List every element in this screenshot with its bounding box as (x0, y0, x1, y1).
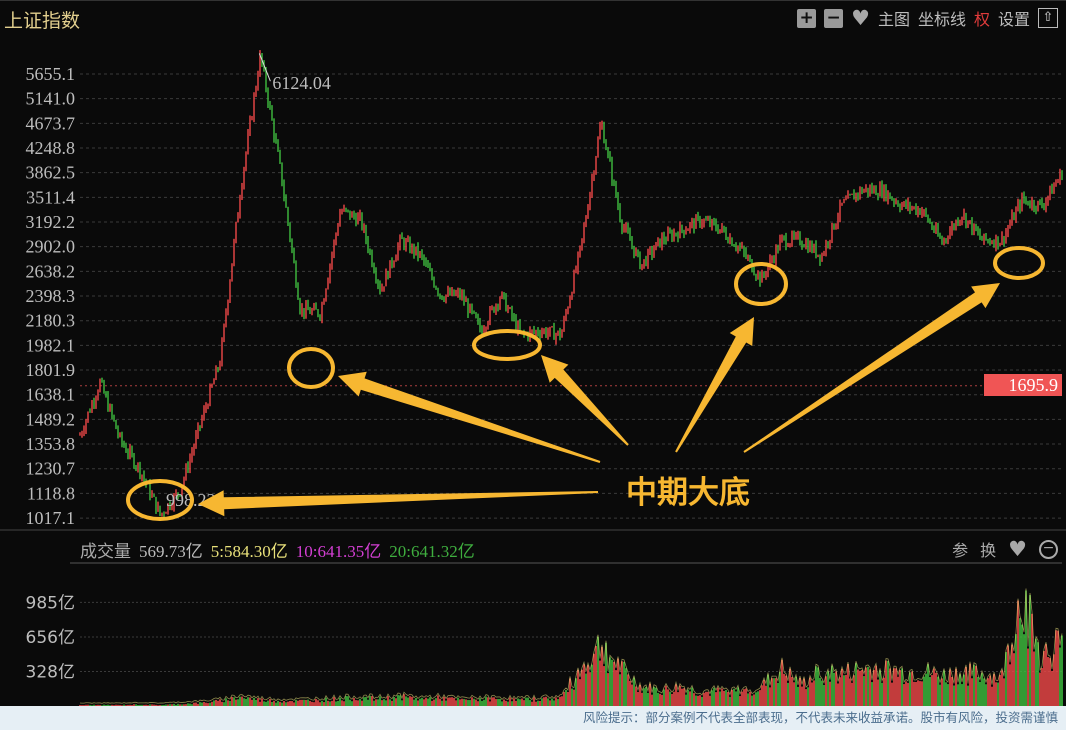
rights-button[interactable]: 权 (973, 10, 990, 29)
high-value-label: 6124.04 (272, 73, 331, 93)
top-border (0, 0, 1066, 1)
price-tick-label: 2902.0 (26, 237, 76, 257)
price-volume-chart[interactable]: 5655.1 5141.0 4673.7 4248.8 3862.5 3511.4 3192… (0, 0, 1066, 706)
price-tick-label: 2398.3 (26, 286, 76, 306)
ref-button[interactable]: 参 (952, 541, 969, 560)
price-tick-label: 1982.1 (26, 335, 76, 355)
axis-line-button[interactable]: 坐标线 (917, 10, 966, 29)
annotation-circle (993, 246, 1045, 280)
price-tick-label: 1638.1 (26, 385, 76, 405)
volume-ma-line (79, 588, 1063, 704)
switch-button[interactable]: 换 (980, 541, 997, 560)
volume-ma10: 10:641.35亿 (295, 542, 382, 561)
annotation-arrow (675, 317, 754, 453)
price-tick-label: 1017.1 (26, 508, 76, 528)
annotation-arrow (198, 490, 599, 517)
price-tick-label: 3862.5 (26, 163, 76, 183)
heart-icon[interactable]: ♥ (1008, 536, 1027, 561)
plus-square-icon[interactable]: + (797, 8, 817, 28)
volume-ma20: 20:641.32亿 (389, 542, 475, 561)
risk-disclaimer: 风险提示：部分案例不代表全部表现，不代表未来收益承诺。股市有风险，投资需谨慎 (0, 706, 1066, 730)
price-tick-label: 2180.3 (26, 311, 76, 331)
price-tick-label: 5141.0 (26, 89, 76, 109)
annotation-circle (287, 347, 335, 389)
annotation-circle (472, 329, 542, 361)
annotation-circle (734, 262, 788, 306)
price-tick-label: 2638.2 (26, 261, 76, 281)
zoom-out-icon[interactable]: − (1039, 539, 1058, 559)
price-tick-label: 3192.2 (26, 212, 76, 232)
volume-current: 569.73亿 (139, 542, 203, 561)
volume-toolbar: 参 换 ♥ − (952, 537, 1058, 561)
volume-tick-label: 328亿 (26, 663, 75, 683)
annotation-circle (126, 479, 194, 521)
annotation-arrow (541, 355, 629, 446)
price-tick-label: 1353.8 (26, 434, 76, 454)
chart-toolbar: + − ♥ 主图 坐标线 权 设置 ⇧ (797, 6, 1058, 30)
settings-button[interactable]: 设置 (997, 10, 1030, 29)
heart-icon[interactable]: ♥ (851, 5, 870, 30)
price-tick-label: 5655.1 (26, 64, 76, 84)
annotation-arrow (743, 283, 1000, 453)
annotation-arrow (338, 371, 601, 463)
volume-tick-label: 656亿 (26, 628, 75, 648)
price-tick-label: 1489.2 (26, 409, 76, 429)
volume-title: 成交量 (80, 542, 131, 561)
price-tick-label: 4248.8 (26, 138, 76, 158)
annotation-text: 中期大底 (626, 475, 750, 511)
volume-ma5: 5:584.30亿 (210, 542, 288, 561)
price-tick-label: 1230.7 (26, 459, 76, 479)
volume-tick-label: 985亿 (26, 593, 75, 613)
price-tick-label: 1801.9 (26, 360, 76, 380)
main-chart-button[interactable]: 主图 (877, 10, 910, 29)
price-tick-label: 1118.8 (27, 483, 75, 503)
volume-header: 成交量 569.73亿 5:584.30亿 10:641.35亿 20:641.… (80, 537, 475, 562)
arrow-up-box-icon[interactable]: ⇧ (1038, 8, 1058, 28)
price-tick-label: 3511.4 (26, 187, 75, 207)
high-leader-line (258, 53, 271, 82)
price-tick-label: 4673.7 (26, 113, 76, 133)
minus-square-icon[interactable]: − (824, 8, 844, 28)
index-title: 上证指数 (4, 10, 81, 32)
current-value-label: 1695.9 (984, 374, 1062, 396)
